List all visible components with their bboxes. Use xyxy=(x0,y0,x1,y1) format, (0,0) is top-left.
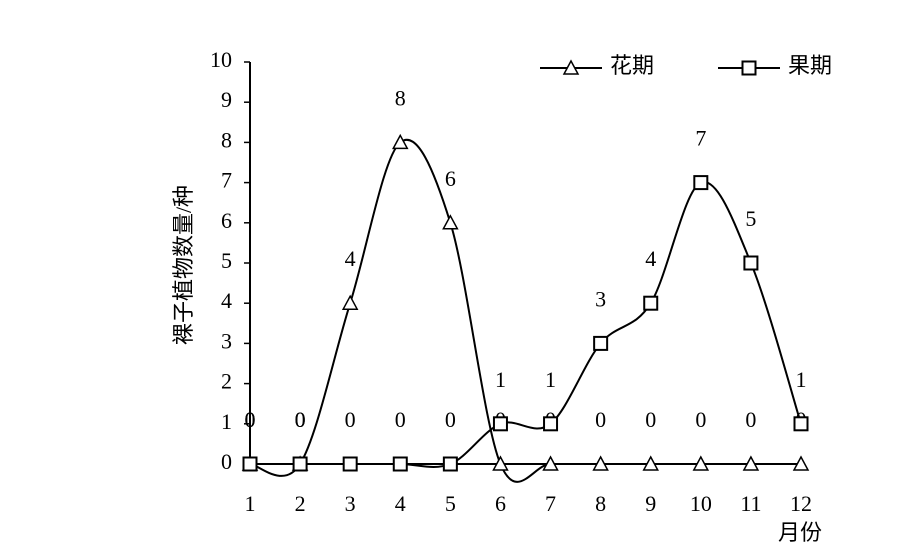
y-tick-label: 2 xyxy=(221,369,232,394)
marker-triangle xyxy=(392,133,409,150)
x-tick-label: 2 xyxy=(295,491,306,516)
x-tick-label: 9 xyxy=(645,491,656,516)
data-label: 6 xyxy=(445,166,456,191)
marker-square xyxy=(741,60,757,76)
marker-square xyxy=(392,456,408,472)
legend-label: 果期 xyxy=(788,53,832,78)
data-label: 1 xyxy=(545,367,556,392)
y-tick-label: 10 xyxy=(210,47,232,72)
marker-triangle xyxy=(341,294,359,310)
x-tick-label: 4 xyxy=(395,491,406,516)
y-tick-label: 5 xyxy=(221,248,232,273)
marker-square xyxy=(793,416,809,432)
legend-label: 花期 xyxy=(610,53,654,78)
data-label: 4 xyxy=(645,246,656,271)
data-label: 0 xyxy=(595,407,606,432)
data-label: 0 xyxy=(295,407,306,432)
series-line xyxy=(249,138,801,483)
x-tick-label: 12 xyxy=(790,491,812,516)
y-tick-label: 0 xyxy=(221,449,232,474)
y-tick-label: 8 xyxy=(221,127,232,152)
data-label: 5 xyxy=(745,206,756,231)
data-label: 0 xyxy=(245,407,256,432)
x-tick-label: 6 xyxy=(495,491,506,516)
x-tick-label: 8 xyxy=(595,491,606,516)
marker-square xyxy=(442,456,458,472)
marker-triangle xyxy=(542,455,559,471)
data-label: 0 xyxy=(645,407,656,432)
data-label: 7 xyxy=(695,126,706,151)
marker-square xyxy=(743,255,759,271)
y-tick-label: 3 xyxy=(221,328,232,353)
data-label: 8 xyxy=(395,85,406,110)
data-label: 0 xyxy=(445,407,456,432)
x-tick-label: 5 xyxy=(445,491,456,516)
marker-square xyxy=(693,175,709,191)
x-tick-label: 7 xyxy=(545,491,556,516)
y-tick-label: 1 xyxy=(221,409,232,434)
marker-square xyxy=(492,416,508,432)
x-tick-label: 10 xyxy=(690,491,712,516)
series-line xyxy=(249,181,802,468)
y-tick-label: 9 xyxy=(221,87,232,112)
marker-triangle xyxy=(562,59,580,75)
data-label: 0 xyxy=(345,407,356,432)
y-tick-label: 7 xyxy=(221,168,232,193)
y-tick-label: 6 xyxy=(221,208,232,233)
data-label: 0 xyxy=(695,407,706,432)
data-label: 0 xyxy=(295,407,306,432)
marker-square xyxy=(242,456,258,472)
x-tick-label: 3 xyxy=(345,491,356,516)
x-axis-label: 月份 xyxy=(778,520,822,545)
y-axis-label: 裸子植物数量/种 xyxy=(171,185,196,345)
data-label: 1 xyxy=(796,367,807,392)
data-label: 4 xyxy=(345,246,356,271)
marker-triangle xyxy=(642,455,659,471)
marker-square xyxy=(292,456,308,472)
data-label: 1 xyxy=(495,367,506,392)
marker-square xyxy=(543,416,559,432)
data-label: 0 xyxy=(245,407,256,432)
x-tick-label: 11 xyxy=(740,491,761,516)
marker-square xyxy=(643,295,659,311)
marker-square xyxy=(593,335,609,351)
marker-triangle xyxy=(592,455,609,471)
marker-triangle xyxy=(442,214,459,230)
data-label: 0 xyxy=(745,407,756,432)
x-tick-label: 1 xyxy=(245,491,256,516)
data-label: 3 xyxy=(595,286,606,311)
marker-triangle xyxy=(692,455,710,471)
marker-triangle xyxy=(792,455,810,471)
marker-square xyxy=(342,456,358,472)
marker-triangle xyxy=(742,455,760,471)
marker-triangle xyxy=(492,455,509,471)
y-tick-label: 4 xyxy=(221,288,232,313)
data-label: 0 xyxy=(395,407,406,432)
